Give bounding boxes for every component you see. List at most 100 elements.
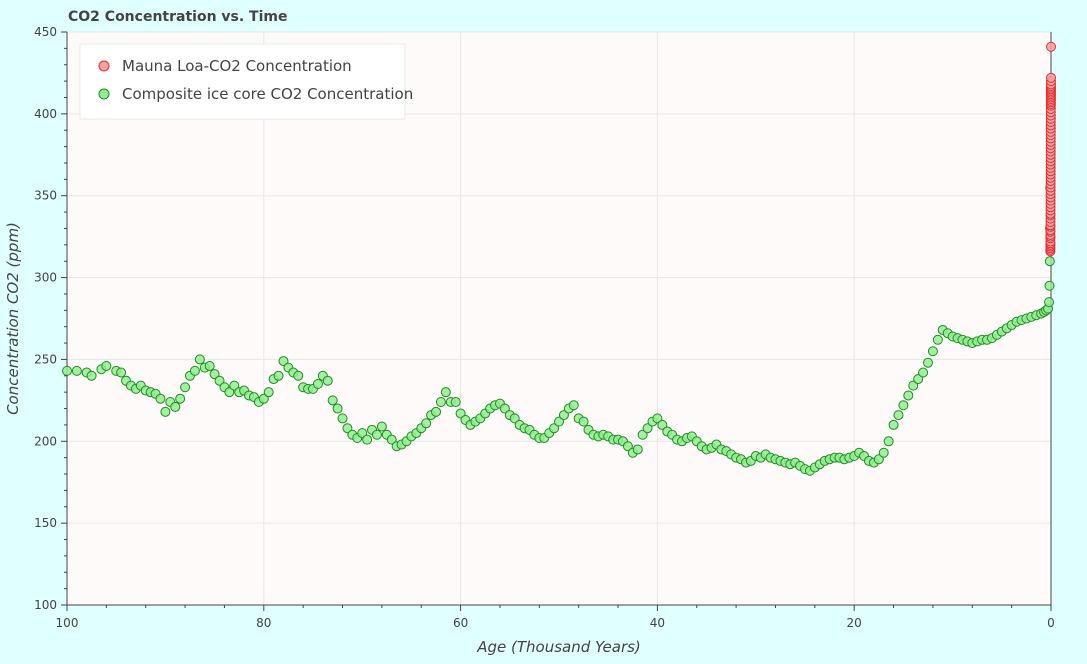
data-point bbox=[440, 387, 451, 398]
data-point bbox=[357, 428, 368, 439]
data-point bbox=[632, 444, 643, 455]
data-point bbox=[878, 447, 889, 458]
data-point bbox=[918, 367, 929, 378]
data-point bbox=[376, 421, 387, 432]
x-tick-label: 40 bbox=[650, 616, 665, 630]
x-tick-label: 100 bbox=[56, 616, 79, 630]
data-point bbox=[170, 401, 181, 412]
x-tick-label: 0 bbox=[1047, 616, 1055, 630]
x-axis-label: Age (Thousand Years) bbox=[476, 638, 641, 656]
data-point bbox=[903, 390, 914, 401]
data-point bbox=[637, 429, 648, 440]
data-point bbox=[1044, 297, 1055, 308]
data-point bbox=[431, 406, 441, 417]
plot-area bbox=[67, 32, 1051, 605]
data-point bbox=[386, 434, 397, 445]
data-point bbox=[189, 365, 200, 376]
data-point bbox=[1045, 72, 1056, 83]
data-point bbox=[116, 367, 127, 378]
data-point bbox=[258, 393, 269, 404]
y-tick-label: 250 bbox=[34, 352, 57, 366]
data-points bbox=[62, 41, 1056, 476]
data-point bbox=[180, 382, 191, 393]
data-point bbox=[923, 357, 933, 368]
data-point bbox=[435, 396, 446, 407]
x-tick-label: 20 bbox=[847, 616, 862, 630]
data-point bbox=[263, 387, 274, 398]
data-point bbox=[509, 413, 520, 424]
data-point bbox=[332, 403, 343, 414]
data-point bbox=[342, 423, 353, 434]
legend-marker bbox=[98, 88, 110, 100]
data-point bbox=[278, 356, 289, 367]
data-point bbox=[450, 396, 461, 407]
data-point bbox=[273, 370, 284, 381]
data-point bbox=[175, 393, 186, 404]
data-point bbox=[554, 416, 564, 427]
data-point bbox=[327, 395, 338, 406]
data-point bbox=[312, 378, 323, 389]
data-point bbox=[204, 360, 215, 371]
data-point bbox=[578, 416, 589, 427]
y-tick-label: 450 bbox=[34, 25, 57, 39]
data-point bbox=[337, 413, 348, 424]
chart-title: CO2 Concentration vs. Time bbox=[68, 9, 288, 25]
y-tick-label: 350 bbox=[34, 189, 57, 203]
x-tick-label: 80 bbox=[256, 616, 271, 630]
data-point bbox=[214, 375, 225, 386]
series-0 bbox=[1045, 41, 1056, 257]
data-point bbox=[86, 370, 97, 381]
data-point bbox=[62, 365, 72, 376]
data-point bbox=[549, 423, 560, 434]
data-point bbox=[499, 403, 510, 414]
data-point bbox=[71, 365, 82, 376]
data-point bbox=[322, 375, 333, 386]
data-point bbox=[421, 418, 432, 429]
data-point bbox=[1046, 41, 1056, 52]
data-point bbox=[642, 423, 653, 434]
data-point bbox=[927, 346, 938, 357]
data-point bbox=[362, 434, 373, 445]
data-point bbox=[558, 410, 569, 421]
data-point bbox=[893, 410, 904, 421]
data-point bbox=[873, 454, 884, 465]
legend-box bbox=[79, 43, 406, 120]
data-point bbox=[568, 400, 579, 411]
data-point bbox=[622, 441, 633, 452]
y-axis-label: Concentration CO2 (ppm) bbox=[4, 222, 22, 415]
grid-lines bbox=[66, 31, 1052, 606]
x-tick-label: 60 bbox=[453, 616, 468, 630]
series-1 bbox=[62, 182, 1056, 476]
data-point bbox=[908, 380, 919, 391]
data-point bbox=[652, 413, 663, 424]
data-point bbox=[1044, 280, 1055, 291]
legend-entry-label: Composite ice core CO2 Concentration bbox=[122, 85, 413, 103]
data-point bbox=[657, 419, 668, 430]
y-tick-label: 300 bbox=[34, 271, 57, 285]
data-point bbox=[898, 400, 909, 411]
data-point bbox=[194, 354, 205, 365]
data-point bbox=[229, 380, 240, 391]
data-point bbox=[155, 393, 166, 404]
y-tick-label: 400 bbox=[34, 107, 57, 121]
data-point bbox=[371, 429, 382, 440]
data-point bbox=[1044, 256, 1055, 267]
data-point bbox=[101, 360, 112, 371]
data-point bbox=[160, 406, 171, 417]
data-point bbox=[913, 374, 924, 385]
legend: Mauna Loa-CO2 Concentration Composite ice… bbox=[79, 43, 413, 120]
data-point bbox=[883, 436, 894, 447]
data-point bbox=[293, 370, 304, 381]
y-tick-label: 150 bbox=[34, 516, 57, 530]
data-point bbox=[455, 408, 466, 419]
legend-entry-label: Mauna Loa-CO2 Concentration bbox=[122, 57, 352, 75]
data-point bbox=[888, 419, 899, 430]
data-point bbox=[209, 369, 220, 380]
legend-marker bbox=[98, 60, 110, 72]
y-tick-label: 200 bbox=[34, 434, 57, 448]
y-tick-label: 100 bbox=[34, 598, 57, 612]
data-point bbox=[224, 387, 235, 398]
data-point bbox=[932, 334, 943, 345]
